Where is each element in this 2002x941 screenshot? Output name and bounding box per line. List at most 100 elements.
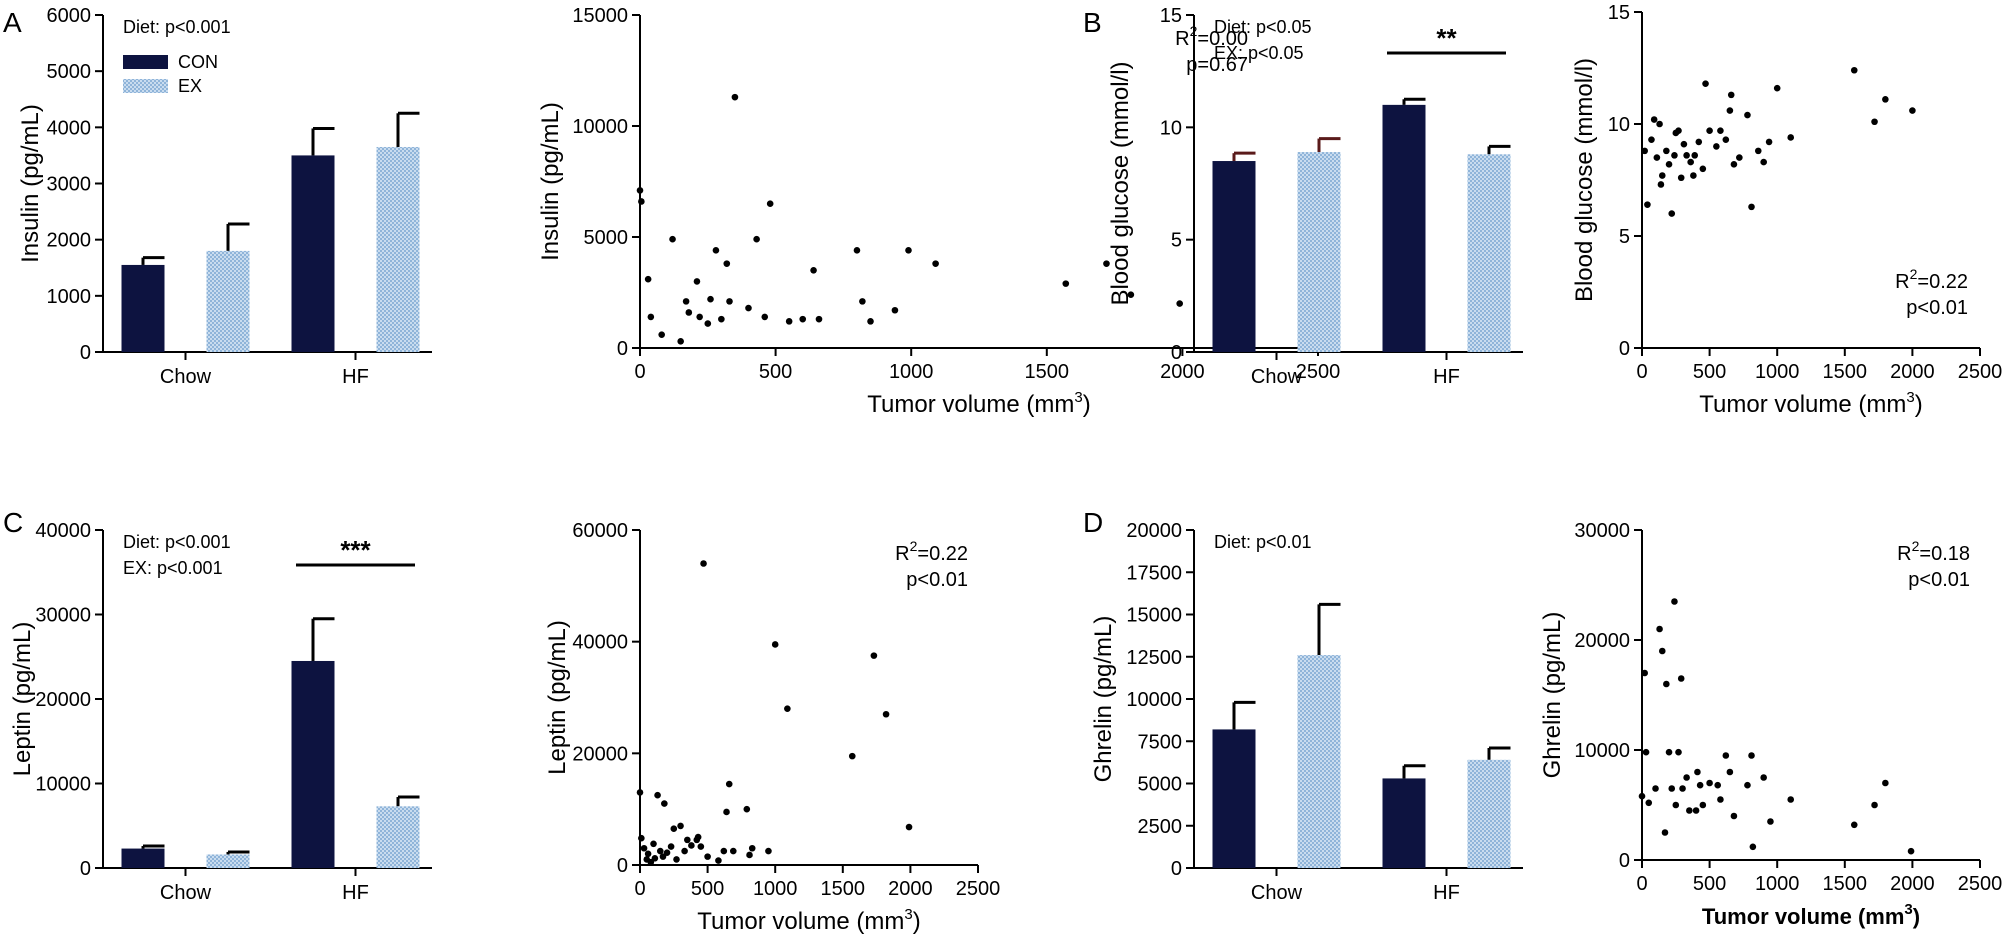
data-point [1657, 181, 1665, 188]
data-point [1668, 785, 1676, 792]
legend-label-con: CON [178, 52, 218, 72]
data-point [891, 306, 899, 314]
bar-ex-hf [1467, 759, 1511, 868]
panel-D-scatter: 0 10000 20000 30000 0 500 1000 1500 2000 2500 Tumo… [1539, 520, 2002, 929]
x-tick-label: Chow [160, 366, 212, 388]
y-tick-label: 5000 [1138, 774, 1183, 796]
bar-ex-chow [206, 250, 250, 352]
data-point [761, 313, 769, 321]
data-point [636, 789, 644, 796]
y-tick-label: 2000 [47, 230, 92, 252]
data-point [1748, 203, 1755, 211]
data-point [1699, 801, 1707, 809]
data-point [718, 315, 725, 323]
r-squared-sup: 2 [1912, 538, 1920, 554]
bar-con-chow [121, 264, 165, 352]
data-point [1730, 161, 1738, 168]
data-point [1665, 748, 1673, 756]
r-squared-value: =0.22 [917, 543, 968, 565]
panel-label: B [1083, 7, 1102, 38]
y-tick-label: 10000 [1574, 740, 1630, 762]
data-point [766, 200, 774, 207]
data-point [693, 278, 701, 285]
data-point [1677, 675, 1685, 682]
data-point [745, 304, 752, 312]
data-point [684, 836, 691, 844]
data-point [647, 313, 655, 321]
y-tick-label: 15 [1160, 5, 1182, 27]
data-point [1744, 111, 1751, 119]
data-point [1909, 107, 1916, 114]
y-tick-label: 0 [617, 338, 628, 360]
data-point [1727, 91, 1735, 99]
data-point [753, 235, 760, 243]
bar-ex-hf [376, 146, 420, 352]
data-point [1653, 154, 1661, 161]
data-point [1882, 96, 1889, 103]
panel-label: D [1083, 507, 1103, 538]
y-tick-label: 20000 [572, 743, 628, 765]
data-point [1754, 147, 1762, 155]
data-point [1767, 818, 1774, 825]
y-tick-label: 2500 [1138, 816, 1183, 838]
data-point [700, 560, 707, 567]
x-tick-label: 1000 [1755, 873, 1800, 895]
data-point [1692, 807, 1700, 814]
data-point [867, 318, 874, 325]
data-point [1760, 774, 1767, 781]
data-point [1661, 829, 1669, 836]
x-axis-label-end: ) [1915, 391, 1923, 418]
stats-annotation: EX: p<0.05 [1214, 43, 1304, 63]
stats-annotation: Diet: p<0.01 [1214, 532, 1312, 552]
r-squared-sup: 2 [910, 538, 918, 554]
data-point [1679, 785, 1686, 792]
bar-con-chow [1212, 161, 1256, 352]
data-point [694, 833, 702, 841]
panel-A-bar: 0 1000 2000 3000 4000 5000 6000 Insulin (pg/mL)… [3, 5, 432, 388]
data-point [720, 847, 728, 855]
y-tick-label: 12500 [1126, 647, 1182, 669]
x-tick-label: Chow [1251, 882, 1303, 904]
data-point [707, 295, 714, 303]
r-squared-label: R2=0.18 [1897, 538, 1970, 565]
bar-con-hf [291, 660, 335, 868]
x-tick-label: 0 [1636, 361, 1647, 383]
x-axis-label-end: ) [913, 908, 921, 935]
data-point [1696, 781, 1704, 789]
y-axis-label: Blood glucose (mmol/l) [1107, 61, 1134, 305]
r-squared-label: R2=0.22 [1895, 266, 1968, 293]
data-point [771, 641, 779, 648]
y-tick-label: 30000 [35, 605, 91, 627]
significance-stars: *** [340, 535, 371, 565]
data-point [650, 840, 657, 848]
data-point [644, 850, 652, 858]
data-point [688, 842, 695, 849]
data-point [1641, 147, 1649, 155]
panel-C-bar: 0 10000 20000 30000 40000 Leptin (pg/mL) Chow H… [3, 507, 432, 904]
data-point [1641, 669, 1649, 677]
x-tick-label: 2500 [956, 878, 1001, 900]
y-tick-label: 5 [1171, 230, 1182, 252]
data-point [1675, 748, 1682, 756]
data-point [905, 823, 913, 831]
data-point [784, 705, 791, 712]
data-point [636, 187, 644, 194]
data-point [905, 247, 912, 254]
y-tick-label: 5 [1619, 226, 1630, 248]
x-tick-label: 0 [1636, 873, 1647, 895]
r-squared-value: =0.00 [1197, 28, 1248, 50]
x-tick-label: Chow [160, 882, 212, 904]
data-point [932, 260, 939, 267]
data-point [1726, 107, 1734, 114]
data-point [1650, 116, 1658, 123]
data-point [669, 235, 676, 243]
data-point [1765, 138, 1773, 146]
data-point [1645, 799, 1653, 807]
data-point [1717, 127, 1724, 135]
data-point [1671, 598, 1678, 605]
data-point [1672, 801, 1680, 809]
r-squared-value: =0.18 [1919, 543, 1970, 565]
data-point [1665, 161, 1673, 168]
y-tick-label: 10000 [35, 774, 91, 796]
x-tick-label: 500 [1693, 361, 1726, 383]
